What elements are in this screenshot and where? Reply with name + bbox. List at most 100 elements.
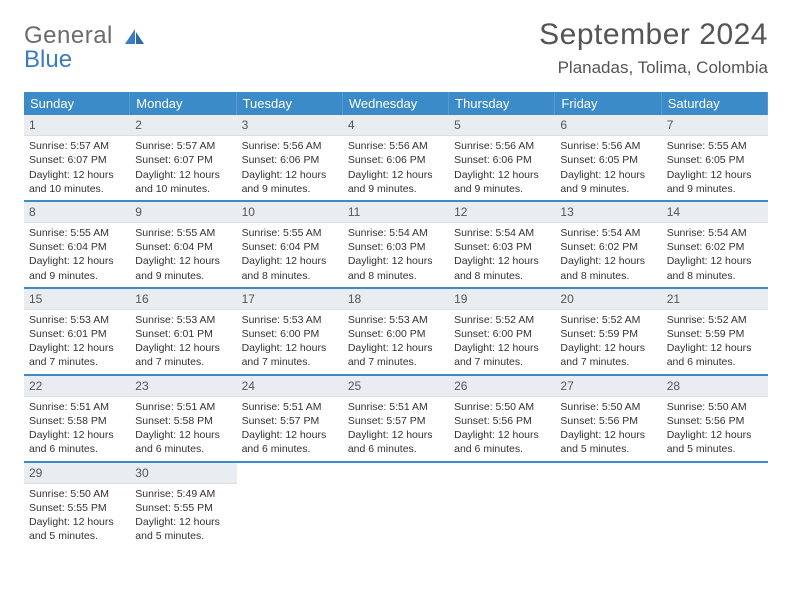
location: Planadas, Tolima, Colombia [539,58,768,78]
daylight-line: Daylight: 12 hours and 6 minutes. [454,429,539,455]
day-text: Sunrise: 5:52 AMSunset: 6:00 PMDaylight:… [449,313,555,374]
daylight-line: Daylight: 12 hours and 6 minutes. [348,429,433,455]
calendar-day-cell: 29Sunrise: 5:50 AMSunset: 5:55 PMDayligh… [24,463,130,548]
day-text: Sunrise: 5:49 AMSunset: 5:55 PMDaylight:… [130,487,236,548]
calendar-body: 1 Sunrise: 5:57 AM Sunset: 6:07 PM Daylight… [24,115,768,547]
daylight-line: Daylight: 12 hours and 5 minutes. [29,516,114,542]
day-text: Sunrise: 5:51 AMSunset: 5:57 PMDaylight:… [237,400,343,461]
daylight-line: Daylight: 12 hours and 7 minutes. [348,342,433,368]
calendar-week: 1 Sunrise: 5:57 AM Sunset: 6:07 PM Daylight… [24,115,768,200]
sunrise-line: Sunrise: 5:55 AM [242,227,322,239]
weekday-header: Tuesday [237,92,343,115]
daylight-line: Daylight: 12 hours and 6 minutes. [667,342,752,368]
weekday-header: Saturday [662,92,768,115]
calendar-day-cell: 19 Sunrise: 5:52 AMSunset: 6:00 PMDayligh… [449,289,555,374]
sunrise-line: Sunrise: 5:53 AM [348,314,428,326]
sunset-line: Sunset: 6:07 PM [29,154,107,166]
day-text: Sunrise: 5:53 AMSunset: 6:01 PMDaylight:… [130,313,236,374]
sunrise-line: Sunrise: 5:51 AM [242,401,322,413]
sunrise-line: Sunrise: 5:57 AM [135,140,215,152]
day-number: 17 [237,289,343,310]
daylight-line: Daylight: 12 hours and 9 minutes. [454,169,539,195]
calendar-week: 8Sunrise: 5:55 AMSunset: 6:04 PMDaylight… [24,200,768,287]
sunrise-line: Sunrise: 5:55 AM [29,227,109,239]
calendar-day-cell: 20Sunrise: 5:52 AMSunset: 5:59 PMDayligh… [555,289,661,374]
day-text: Sunrise: 5:54 AMSunset: 6:03 PMDaylight:… [343,226,449,287]
calendar: SundayMondayTuesdayWednesdayThursdayFrid… [24,92,768,547]
day-number: 27 [555,376,661,397]
daylight-line: Daylight: 12 hours and 9 minutes. [242,169,327,195]
weekday-header: Friday [555,92,661,115]
calendar-day-cell: 14Sunrise: 5:54 AMSunset: 6:02 PMDayligh… [662,202,768,287]
sunset-line: Sunset: 6:04 PM [135,241,213,253]
logo-text-bottom: Blue [24,46,72,73]
calendar-day-cell: 4Sunrise: 5:56 AMSunset: 6:06 PMDaylight… [343,115,449,200]
sunrise-line: Sunrise: 5:56 AM [560,140,640,152]
day-text: Sunrise: 5:52 AMSunset: 5:59 PMDaylight:… [662,313,768,374]
day-number: 21 [662,289,768,310]
day-text: Sunrise: 5:51 AMSunset: 5:57 PMDaylight:… [343,400,449,461]
sunset-line: Sunset: 6:00 PM [242,328,320,340]
calendar-day-cell [237,463,343,548]
sunrise-line: Sunrise: 5:51 AM [348,401,428,413]
day-text: Sunrise: 5:57 AMSunset: 6:07 PMDaylight:… [130,139,236,200]
day-text: Sunrise: 5:50 AMSunset: 5:55 PMDaylight:… [24,487,130,548]
sunrise-line: Sunrise: 5:54 AM [348,227,428,239]
day-text: Sunrise: 5:55 AMSunset: 6:05 PMDaylight:… [662,139,768,200]
day-number: 1 [24,115,130,136]
daylight-line: Daylight: 12 hours and 9 minutes. [348,169,433,195]
calendar-day-cell: 1Sunrise: 5:57 AMSunset: 6:07 PMDaylight… [24,115,130,200]
sunrise-line: Sunrise: 5:51 AM [135,401,215,413]
sunset-line: Sunset: 6:01 PM [29,328,107,340]
day-text: Sunrise: 5:53 AMSunset: 6:00 PMDaylight:… [237,313,343,374]
sunset-line: Sunset: 6:00 PM [454,328,532,340]
day-number: 13 [555,202,661,223]
calendar-day-cell [555,463,661,548]
sunrise-line: Sunrise: 5:53 AM [29,314,109,326]
calendar-day-cell: 27 Sunrise: 5:50 AM Sunset: 5:56 PM Dayligh… [555,376,661,461]
daylight-line: Daylight: 12 hours and 7 minutes. [242,342,327,368]
calendar-day-cell: 26Sunrise: 5:50 AMSunset: 5:56 PMDayligh… [449,376,555,461]
day-number: 28 [662,376,768,397]
sunset-line: Sunset: 6:03 PM [454,241,532,253]
day-text: Sunrise: 5:56 AMSunset: 6:06 PMDaylight:… [449,139,555,200]
calendar-day-cell [343,463,449,548]
day-text: Sunrise: 5:54 AMSunset: 6:03 PMDaylight:… [449,226,555,287]
daylight-line: Daylight: 12 hours and 7 minutes. [29,342,114,368]
sunset-line: Sunset: 6:07 PM [135,154,213,166]
sunset-line: Sunset: 5:56 PM [560,415,638,427]
page-title: September 2024 [539,18,768,52]
calendar-day-cell: 23Sunrise: 5:51 AMSunset: 5:58 PMDayligh… [130,376,236,461]
day-number: 5 [449,115,555,136]
sunrise-line: Sunrise: 5:54 AM [667,227,747,239]
calendar-day-cell: 9Sunrise: 5:55 AMSunset: 6:04 PMDaylight… [130,202,236,287]
sunset-line: Sunset: 5:55 PM [135,502,213,514]
sunrise-line: Sunrise: 5:57 AM [29,140,109,152]
daylight-line: Daylight: 12 hours and 7 minutes. [135,342,220,368]
weekday-header: Thursday [449,92,555,115]
day-number: 18 [343,289,449,310]
sunrise-line: Sunrise: 5:56 AM [242,140,322,152]
sunrise-line: Sunrise: 5:56 AM [454,140,534,152]
day-text: Sunrise: 5:51 AMSunset: 5:58 PMDaylight:… [24,400,130,461]
calendar-week: 15Sunrise: 5:53 AMSunset: 6:01 PMDayligh… [24,287,768,374]
daylight-line: Daylight: 12 hours and 5 minutes. [667,429,752,455]
calendar-day-cell [662,463,768,548]
calendar-day-cell: 16Sunrise: 5:53 AMSunset: 6:01 PMDayligh… [130,289,236,374]
day-text: Sunrise: 5:50 AMSunset: 5:56 PMDaylight:… [449,400,555,461]
day-number: 19 [449,289,555,310]
sunrise-line: Sunrise: 5:50 AM [667,401,747,413]
sunset-line: Sunset: 6:06 PM [242,154,320,166]
day-number: 9 [130,202,236,223]
calendar-day-cell: 25Sunrise: 5:51 AMSunset: 5:57 PMDayligh… [343,376,449,461]
day-number: 30 [130,463,236,484]
title-block: September 2024 Planadas, Tolima, Colombi… [539,18,768,78]
sunset-line: Sunset: 6:03 PM [348,241,426,253]
sunrise-line: Sunrise: 5:50 AM [560,401,640,413]
calendar-header-row: SundayMondayTuesdayWednesdayThursdayFrid… [24,92,768,115]
day-number: 2 [130,115,236,136]
calendar-day-cell: 28Sunrise: 5:50 AMSunset: 5:56 PMDayligh… [662,376,768,461]
day-number: 6 [555,115,661,136]
day-number: 10 [237,202,343,223]
daylight-line: Daylight: 12 hours and 5 minutes. [560,429,645,455]
